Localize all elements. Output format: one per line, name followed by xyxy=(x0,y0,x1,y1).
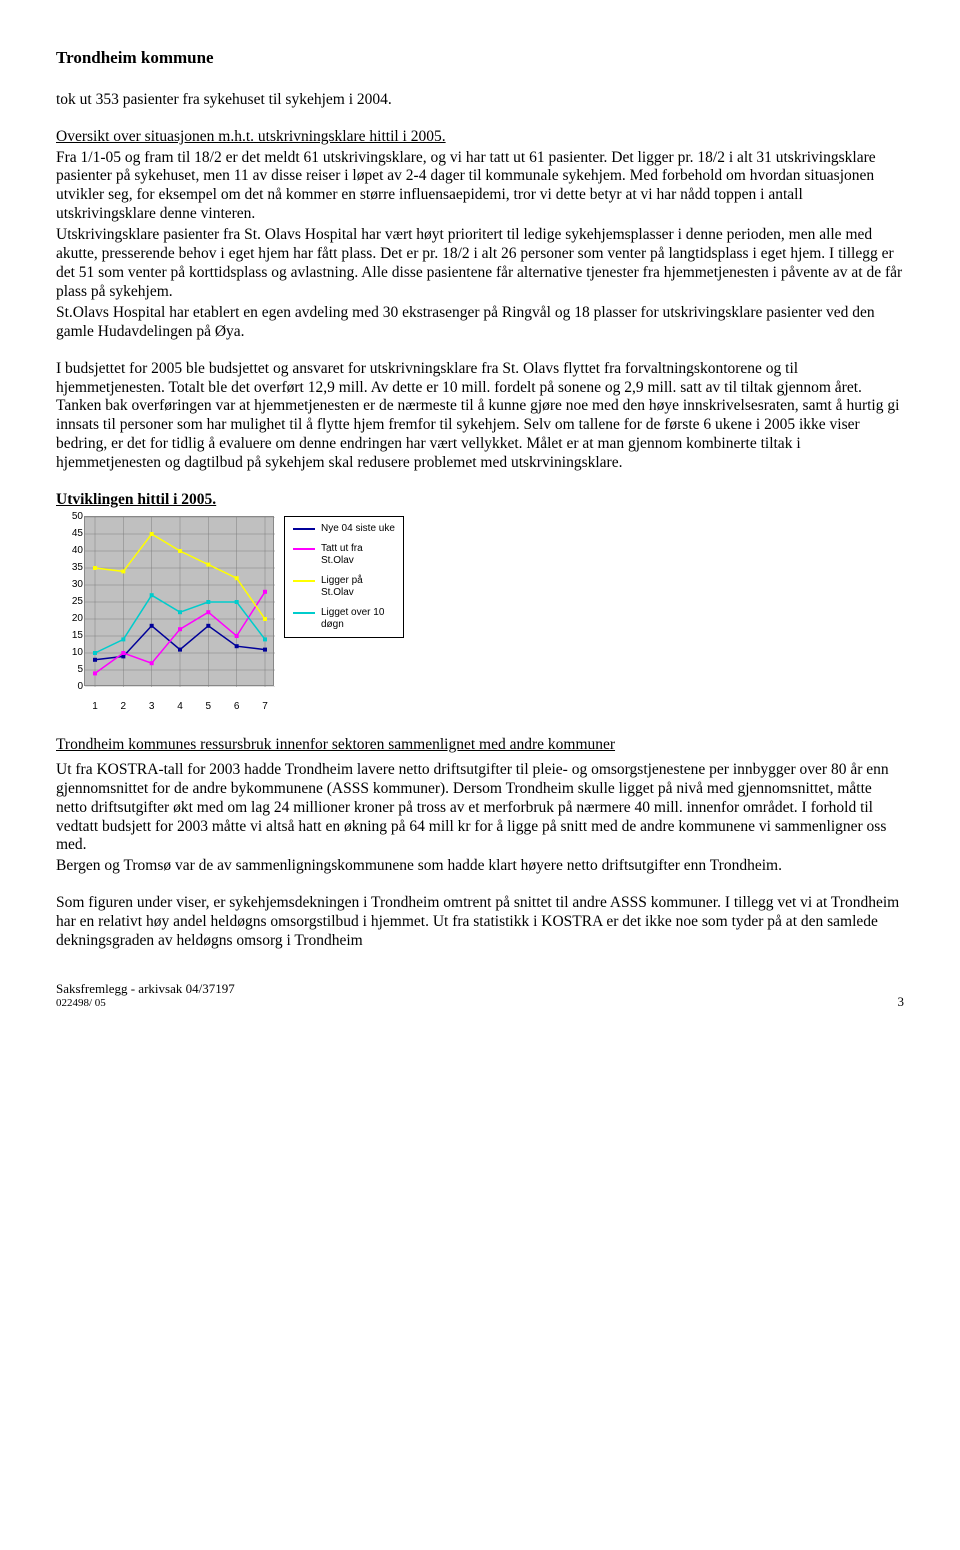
y-tick-label: 0 xyxy=(59,681,83,693)
legend-item: Nye 04 siste uke xyxy=(293,523,395,535)
page-footer: Saksfremlegg - arkivsak 04/37197 022498/… xyxy=(56,981,904,1010)
page-number: 3 xyxy=(898,994,905,1010)
x-tick-label: 6 xyxy=(234,701,240,713)
y-tick-label: 5 xyxy=(59,664,83,676)
legend-item: Tatt ut fra St.Olav xyxy=(293,543,395,567)
legend-color-swatch xyxy=(293,580,315,582)
section-heading-oversikt: Oversikt over situasjonen m.h.t. utskriv… xyxy=(56,128,904,147)
y-tick-label: 45 xyxy=(59,528,83,540)
legend-label: Tatt ut fra St.Olav xyxy=(321,543,395,567)
chart-legend: Nye 04 siste uke Tatt ut fra St.Olav Ligge… xyxy=(284,516,404,638)
legend-label: Ligget over 10 døgn xyxy=(321,607,395,631)
paragraph-intro: tok ut 353 pasienter fra sykehuset til s… xyxy=(56,91,904,110)
legend-item: Ligget over 10 døgn xyxy=(293,607,395,631)
legend-item: Ligger på St.Olav xyxy=(293,575,395,599)
y-tick-label: 25 xyxy=(59,596,83,608)
paragraph-7: Ut fra KOSTRA-tall for 2003 hadde Trondh… xyxy=(56,761,904,856)
legend-color-swatch xyxy=(293,548,315,550)
chart-y-ticks: 05101520253035404550 xyxy=(59,517,83,685)
y-tick-label: 40 xyxy=(59,545,83,557)
x-tick-label: 5 xyxy=(206,701,212,713)
document-title: Trondheim kommune xyxy=(56,48,904,69)
x-tick-label: 3 xyxy=(149,701,155,713)
paragraph-8: Bergen og Tromsø var de av sammenligning… xyxy=(56,857,904,876)
legend-label: Ligger på St.Olav xyxy=(321,575,395,599)
x-tick-label: 7 xyxy=(262,701,268,713)
utvikling-chart: 05101520253035404550 1234567 Nye 04 sist… xyxy=(56,516,904,706)
x-tick-label: 4 xyxy=(177,701,183,713)
y-tick-label: 15 xyxy=(59,630,83,642)
section-heading-ressursbruk: Trondheim kommunes ressursbruk innenfor … xyxy=(56,736,904,755)
legend-color-swatch xyxy=(293,528,315,530)
chart-heading: Utviklingen hittil i 2005. xyxy=(56,491,904,510)
y-tick-label: 50 xyxy=(59,511,83,523)
x-tick-label: 1 xyxy=(92,701,98,713)
footer-archive-ref: Saksfremlegg - arkivsak 04/37197 xyxy=(56,981,904,997)
paragraph-6: I budsjettet for 2005 ble budsjettet og … xyxy=(56,360,904,473)
x-tick-label: 2 xyxy=(121,701,127,713)
paragraph-3: Fra 1/1-05 og fram til 18/2 er det meldt… xyxy=(56,149,904,225)
chart-plot-area: 05101520253035404550 1234567 xyxy=(84,516,274,686)
legend-label: Nye 04 siste uke xyxy=(321,523,395,535)
y-tick-label: 10 xyxy=(59,647,83,659)
legend-color-swatch xyxy=(293,612,315,614)
footer-doc-number: 022498/ 05 xyxy=(56,997,904,1010)
y-tick-label: 30 xyxy=(59,579,83,591)
y-tick-label: 35 xyxy=(59,562,83,574)
paragraph-4: Utskrivingsklare pasienter fra St. Olavs… xyxy=(56,226,904,302)
y-tick-label: 20 xyxy=(59,613,83,625)
paragraph-9: Som figuren under viser, er sykehjemsdek… xyxy=(56,894,904,951)
paragraph-5: St.Olavs Hospital har etablert en egen a… xyxy=(56,304,904,342)
